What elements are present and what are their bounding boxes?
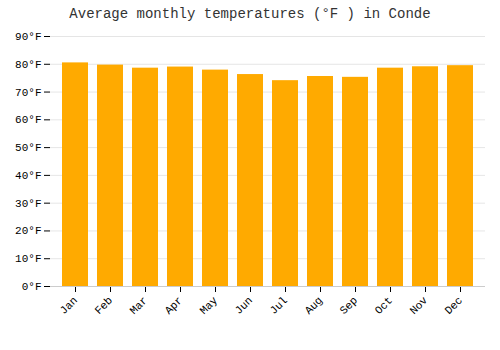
svg-text:May: May — [198, 294, 221, 317]
svg-text:Feb: Feb — [93, 294, 115, 316]
svg-text:Jun: Jun — [233, 294, 255, 316]
svg-text:10°F: 10°F — [15, 253, 41, 265]
svg-text:Dec: Dec — [443, 294, 465, 316]
svg-text:30°F: 30°F — [15, 198, 41, 210]
svg-text:20°F: 20°F — [15, 225, 41, 237]
svg-text:Nov: Nov — [408, 294, 431, 317]
html-text:Average monthly temperatures (: Average monthly temperatures (°F ) in Co… — [69, 6, 431, 22]
svg-text:Jul: Jul — [268, 294, 290, 316]
svg-text:Apr: Apr — [163, 294, 185, 316]
svg-text:80°F: 80°F — [15, 59, 41, 71]
svg-text:Mar: Mar — [128, 294, 150, 316]
svg-text:Sep: Sep — [338, 294, 360, 316]
svg-text:Aug: Aug — [303, 294, 325, 316]
svg-text:60°F: 60°F — [15, 114, 41, 126]
svg-text:0°F: 0°F — [22, 281, 42, 293]
svg-text:40°F: 40°F — [15, 170, 41, 182]
svg-text:90°F: 90°F — [15, 31, 41, 43]
svg-text:Jan: Jan — [58, 294, 80, 316]
svg-text:70°F: 70°F — [15, 87, 41, 99]
svg-text:50°F: 50°F — [15, 142, 41, 154]
svg-text:Oct: Oct — [373, 294, 395, 316]
